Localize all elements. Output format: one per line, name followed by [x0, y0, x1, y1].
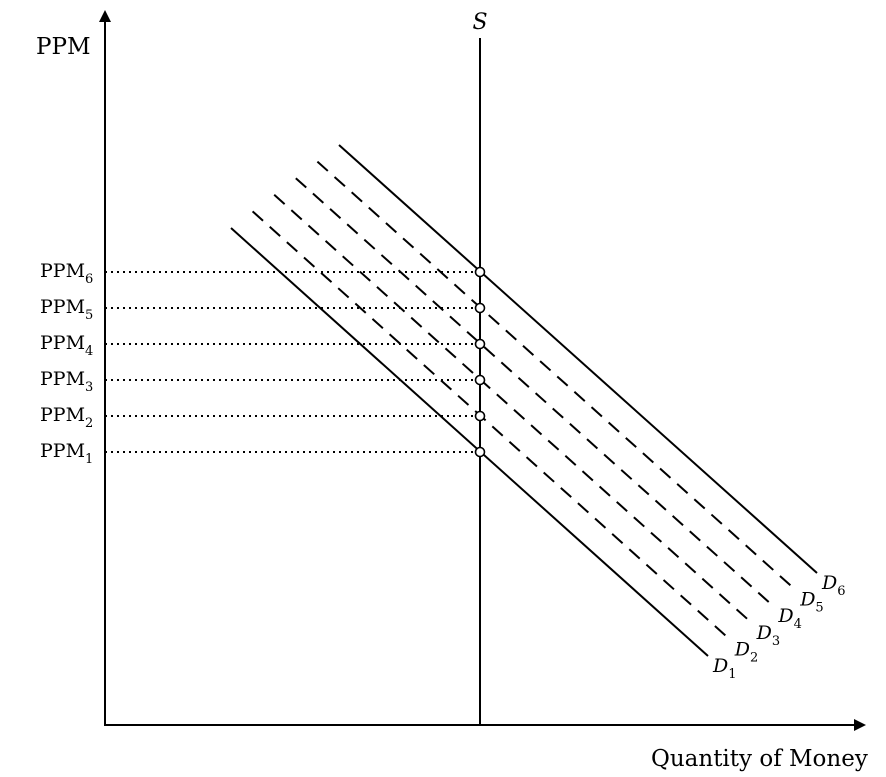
demand-label-base: D	[777, 605, 793, 627]
price-label-base: PPM	[40, 332, 85, 354]
price-label-base: PPM	[40, 368, 85, 390]
price-label-sub: 6	[85, 272, 93, 287]
demand-label-sub: 4	[794, 617, 802, 632]
price-label-sub: 2	[85, 416, 93, 431]
demand-label: D4	[777, 605, 802, 632]
demand-label-base: D	[756, 622, 772, 644]
demand-label-sub: 2	[750, 650, 758, 665]
price-label-base: PPM	[40, 260, 85, 282]
equilibrium-point	[474, 302, 486, 314]
demand-curve	[316, 160, 796, 591]
demand-label: D2	[734, 638, 759, 665]
equilibrium-point	[474, 374, 486, 386]
price-label: PPM1	[40, 440, 93, 467]
demand-label-base: D	[821, 572, 837, 594]
demand-curve	[295, 177, 775, 607]
equilibrium-point	[474, 446, 486, 458]
price-label: PPM5	[40, 296, 93, 323]
demand-label: D6	[821, 572, 846, 599]
equilibrium-point	[474, 266, 486, 278]
price-label: PPM6	[40, 260, 93, 287]
price-label-base: PPM	[40, 440, 85, 462]
price-label-base: PPM	[40, 296, 85, 318]
demand-label: D1	[712, 655, 737, 682]
price-label: PPM2	[40, 404, 93, 431]
demand-label-base: D	[734, 638, 750, 660]
equilibrium-point	[474, 338, 486, 350]
demand-label: D3	[756, 622, 781, 649]
price-label-sub: 5	[85, 308, 93, 323]
demand-label: D5	[799, 589, 824, 616]
demand-label-sub: 5	[815, 601, 823, 616]
demand-curve	[338, 144, 818, 574]
price-label-sub: 1	[85, 452, 93, 467]
price-label-base: PPM	[40, 404, 85, 426]
demand-label-sub: 1	[728, 667, 736, 682]
x-axis-label: Quantity of Money	[651, 746, 868, 772]
demand-label-base: D	[712, 655, 728, 677]
demand-label-base: D	[799, 589, 815, 611]
demand-curve	[230, 227, 709, 657]
demand-label-sub: 6	[837, 584, 845, 599]
price-label-sub: 4	[85, 344, 93, 359]
equilibrium-point	[474, 410, 486, 422]
price-label: PPM4	[40, 332, 93, 359]
demand-curve	[251, 210, 731, 641]
price-label-sub: 3	[85, 380, 93, 395]
price-label: PPM3	[40, 368, 93, 395]
supply-label: S	[472, 10, 487, 35]
y-axis-label: PPM	[36, 34, 91, 60]
demand-curve	[273, 194, 753, 624]
demand-label-sub: 3	[772, 634, 780, 649]
